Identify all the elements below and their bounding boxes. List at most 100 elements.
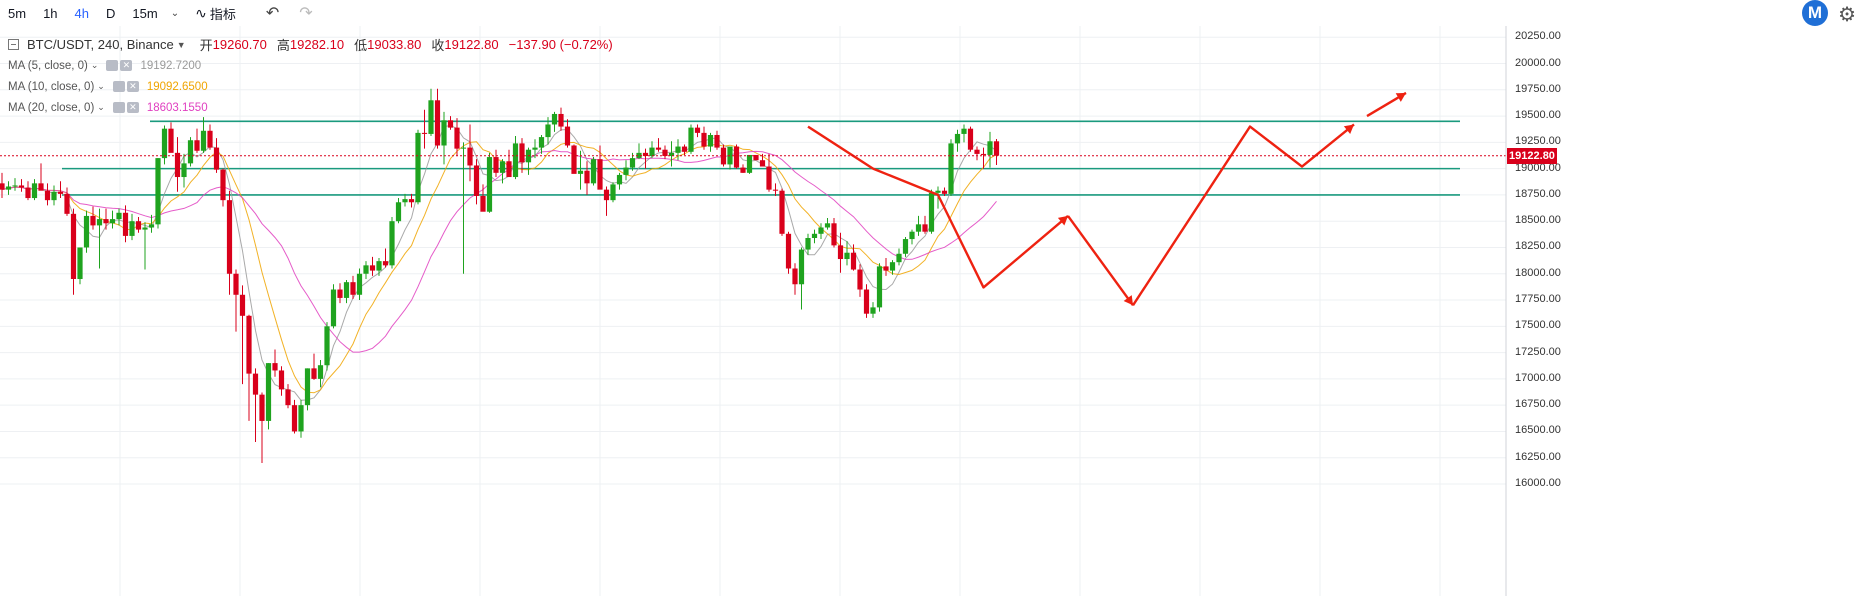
timeframe-d[interactable]: D <box>106 5 116 21</box>
trend-annotations <box>807 91 1407 306</box>
candle-body <box>519 143 525 163</box>
candle-body <box>967 128 974 150</box>
candle-body <box>662 149 668 157</box>
timeframe-5m[interactable]: 5m <box>8 5 27 21</box>
candle-body <box>941 190 948 194</box>
price-tick-label: 17500.00 <box>1515 319 1561 332</box>
candle-body <box>701 132 707 147</box>
candle-body <box>811 233 818 239</box>
candle-body <box>428 100 434 134</box>
candle-body <box>90 215 96 226</box>
chevron-down-icon[interactable]: ⌄ <box>97 81 105 91</box>
candle-body <box>766 166 772 190</box>
candle-body <box>844 252 850 260</box>
symbol-label[interactable]: BTC/USDT, 240, Binance <box>27 37 174 52</box>
candle-body <box>402 199 408 203</box>
candle-body <box>623 167 629 175</box>
candle-body <box>753 154 759 161</box>
candle-body <box>434 100 441 146</box>
candle-body <box>324 326 330 366</box>
candle-body <box>818 227 824 234</box>
chevron-down-icon[interactable]: ⌄ <box>90 60 99 70</box>
candle-body <box>408 199 415 203</box>
candle-body <box>311 368 317 379</box>
candle-body <box>83 215 90 248</box>
candle-body <box>129 221 135 236</box>
ma10-label[interactable]: MA (10, close, 0) <box>8 80 95 93</box>
candle-body <box>922 224 928 232</box>
redo-icon[interactable]: ↷ <box>299 5 313 22</box>
price-tick-label: 16750.00 <box>1515 398 1561 411</box>
price-tick-label: 19750.00 <box>1515 82 1561 95</box>
candle-body <box>467 147 473 166</box>
candle-body <box>545 124 551 138</box>
chevron-down-icon[interactable]: ⌄ <box>97 102 105 112</box>
price-tick-label: 16250.00 <box>1515 450 1561 463</box>
candle-body <box>220 169 226 201</box>
candle-body <box>473 165 480 196</box>
chevron-down-icon[interactable]: ⌄ <box>170 7 180 19</box>
candle-body <box>837 245 844 260</box>
candle-body <box>174 152 181 178</box>
candle-body <box>629 158 636 168</box>
indicator-wave-icon: ∿ <box>195 4 207 21</box>
candle-body <box>122 212 129 236</box>
candle-body <box>51 191 57 201</box>
candle-body <box>870 307 876 314</box>
candle-body <box>675 146 681 153</box>
timeframe-15m[interactable]: 15m <box>132 5 158 21</box>
close-icon[interactable]: ✕ <box>126 102 139 113</box>
candle-body <box>5 186 12 190</box>
high-value: 19282.10 <box>289 37 345 52</box>
close-icon[interactable]: ✕ <box>120 60 133 71</box>
candle-body <box>259 394 265 421</box>
candle-body <box>668 152 675 157</box>
candle-body <box>142 227 148 230</box>
timeframe-4h[interactable]: 4h <box>74 5 89 21</box>
candle-body <box>395 202 402 222</box>
candle-body <box>369 265 376 271</box>
eye-icon[interactable] <box>106 60 119 71</box>
candle-body <box>200 130 207 151</box>
timeframe-1h[interactable]: 1h <box>43 5 58 21</box>
indicators-button[interactable]: ∿ 指标 <box>187 4 244 23</box>
candle-body <box>974 149 980 154</box>
collapse-icon[interactable] <box>8 39 19 50</box>
ma5-label[interactable]: MA (5, close, 0) <box>8 59 88 72</box>
candle-body <box>948 143 954 194</box>
eye-icon[interactable] <box>112 81 125 92</box>
chevron-down-icon[interactable]: ▼ <box>176 39 186 50</box>
price-tick-label: 18500.00 <box>1515 214 1561 227</box>
candle-body <box>447 120 454 128</box>
ma10-row: MA (10, close, 0) ⌄ ✕ 19092.6500 <box>8 76 613 97</box>
candle-body <box>772 189 779 191</box>
candle-body <box>928 192 935 232</box>
candle-body <box>896 253 902 263</box>
candle-body <box>798 249 805 285</box>
close-icon[interactable]: ✕ <box>126 81 139 92</box>
candle-body <box>883 266 889 271</box>
candle-body <box>915 224 922 232</box>
candle-body <box>12 185 18 187</box>
candle-body <box>603 189 610 201</box>
gear-icon[interactable]: ⚙ <box>1838 4 1856 26</box>
candle-body <box>980 153 987 155</box>
price-tick-label: 17750.00 <box>1515 293 1561 306</box>
candle-body <box>512 143 519 178</box>
price-tick-label: 20250.00 <box>1515 30 1561 43</box>
candle-body <box>103 219 109 224</box>
candle-body <box>0 183 5 190</box>
brand-logo-icon: M <box>1802 0 1828 26</box>
eye-icon[interactable] <box>112 102 125 113</box>
candle-body <box>850 252 857 270</box>
candle-body <box>77 247 83 280</box>
undo-icon[interactable]: ↶ <box>265 5 280 22</box>
price-tick-label: 19250.00 <box>1515 135 1561 148</box>
candle-body <box>571 145 577 174</box>
candle-body <box>96 219 103 226</box>
candle-body <box>38 183 44 191</box>
price-tick-label: 16500.00 <box>1515 424 1561 437</box>
candle-body <box>909 231 915 240</box>
ma20-label[interactable]: MA (20, close, 0) <box>8 101 95 114</box>
